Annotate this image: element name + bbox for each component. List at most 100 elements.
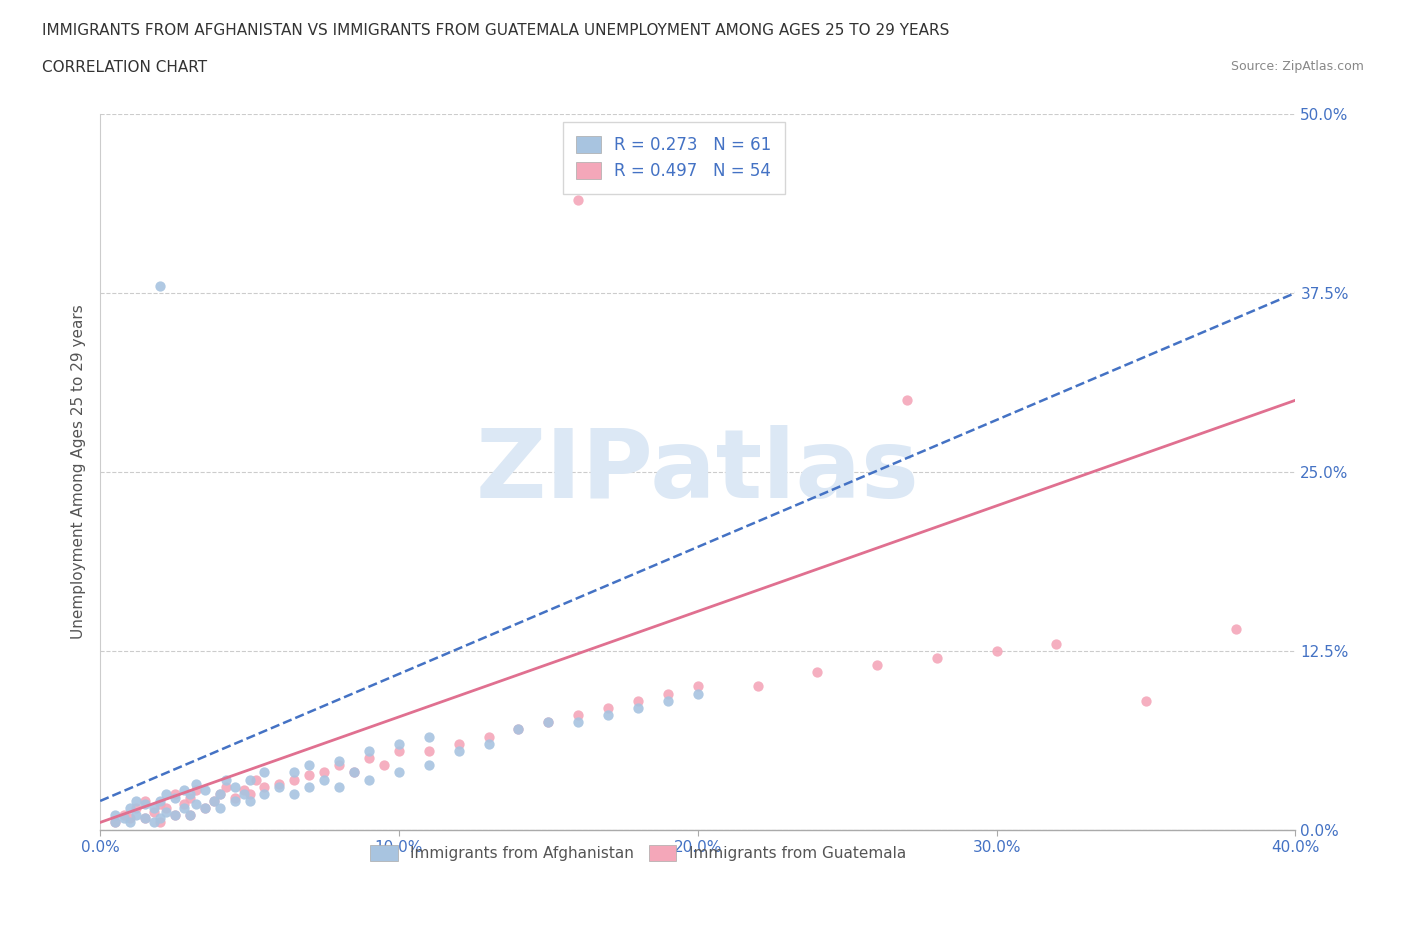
Point bbox=[298, 768, 321, 783]
Point bbox=[447, 737, 470, 751]
Point bbox=[657, 686, 679, 701]
Point bbox=[118, 801, 141, 816]
Point bbox=[388, 737, 411, 751]
Point bbox=[184, 796, 207, 811]
Point bbox=[896, 392, 918, 407]
Point bbox=[173, 782, 195, 797]
Point bbox=[478, 737, 501, 751]
Point bbox=[373, 758, 395, 773]
Point bbox=[253, 779, 276, 794]
Point bbox=[194, 782, 217, 797]
Point bbox=[627, 694, 650, 709]
Point bbox=[112, 811, 135, 826]
Point bbox=[328, 758, 350, 773]
Point bbox=[343, 764, 366, 779]
Point bbox=[125, 801, 148, 816]
Point bbox=[224, 793, 246, 808]
Point bbox=[1045, 636, 1067, 651]
Point bbox=[214, 772, 236, 787]
Point bbox=[283, 787, 305, 802]
Point bbox=[173, 801, 195, 816]
Point bbox=[567, 193, 589, 207]
Point bbox=[359, 743, 381, 758]
Point bbox=[418, 758, 440, 773]
Point bbox=[388, 764, 411, 779]
Point bbox=[806, 665, 828, 680]
Point bbox=[328, 753, 350, 768]
Point bbox=[163, 808, 186, 823]
Point bbox=[208, 801, 231, 816]
Point bbox=[447, 743, 470, 758]
Text: IMMIGRANTS FROM AFGHANISTAN VS IMMIGRANTS FROM GUATEMALA UNEMPLOYMENT AMONG AGES: IMMIGRANTS FROM AFGHANISTAN VS IMMIGRANT… bbox=[42, 23, 949, 38]
Point bbox=[194, 801, 217, 816]
Point bbox=[134, 793, 156, 808]
Point bbox=[1135, 694, 1157, 709]
Point bbox=[224, 790, 246, 805]
Text: ZIPatlas: ZIPatlas bbox=[475, 425, 920, 518]
Point bbox=[537, 715, 560, 730]
Point bbox=[179, 790, 201, 805]
Point bbox=[314, 772, 336, 787]
Point bbox=[104, 808, 127, 823]
Point bbox=[163, 808, 186, 823]
Point bbox=[283, 772, 305, 787]
Point bbox=[238, 793, 260, 808]
Point bbox=[567, 708, 589, 723]
Point bbox=[314, 764, 336, 779]
Point bbox=[134, 811, 156, 826]
Point bbox=[747, 679, 769, 694]
Point bbox=[155, 801, 177, 816]
Point bbox=[418, 743, 440, 758]
Point bbox=[283, 764, 305, 779]
Legend: Immigrants from Afghanistan, Immigrants from Guatemala: Immigrants from Afghanistan, Immigrants … bbox=[363, 837, 914, 869]
Point bbox=[269, 777, 291, 791]
Point bbox=[245, 772, 267, 787]
Point bbox=[155, 805, 177, 820]
Point bbox=[238, 772, 260, 787]
Point bbox=[184, 777, 207, 791]
Point bbox=[163, 790, 186, 805]
Point bbox=[125, 793, 148, 808]
Point bbox=[224, 779, 246, 794]
Point bbox=[598, 700, 620, 715]
Point bbox=[478, 729, 501, 744]
Text: Source: ZipAtlas.com: Source: ZipAtlas.com bbox=[1230, 60, 1364, 73]
Point bbox=[238, 787, 260, 802]
Point bbox=[118, 815, 141, 830]
Point bbox=[328, 779, 350, 794]
Point bbox=[253, 787, 276, 802]
Point bbox=[142, 805, 165, 820]
Point bbox=[598, 708, 620, 723]
Point bbox=[269, 779, 291, 794]
Point bbox=[134, 796, 156, 811]
Point bbox=[214, 779, 236, 794]
Point bbox=[134, 811, 156, 826]
Point bbox=[866, 658, 889, 672]
Point bbox=[686, 686, 709, 701]
Point bbox=[142, 801, 165, 816]
Point bbox=[657, 694, 679, 709]
Point bbox=[179, 787, 201, 802]
Point bbox=[202, 793, 225, 808]
Point bbox=[104, 815, 127, 830]
Point bbox=[208, 787, 231, 802]
Point bbox=[112, 808, 135, 823]
Y-axis label: Unemployment Among Ages 25 to 29 years: Unemployment Among Ages 25 to 29 years bbox=[72, 304, 86, 639]
Point bbox=[184, 782, 207, 797]
Point bbox=[142, 815, 165, 830]
Point bbox=[149, 278, 172, 293]
Point bbox=[298, 758, 321, 773]
Point bbox=[194, 801, 217, 816]
Point bbox=[208, 787, 231, 802]
Point bbox=[118, 811, 141, 826]
Point bbox=[253, 764, 276, 779]
Point bbox=[508, 722, 530, 737]
Point bbox=[202, 793, 225, 808]
Point bbox=[149, 796, 172, 811]
Point bbox=[125, 808, 148, 823]
Point bbox=[179, 808, 201, 823]
Point bbox=[925, 650, 948, 665]
Point bbox=[567, 715, 589, 730]
Text: CORRELATION CHART: CORRELATION CHART bbox=[42, 60, 207, 75]
Point bbox=[627, 700, 650, 715]
